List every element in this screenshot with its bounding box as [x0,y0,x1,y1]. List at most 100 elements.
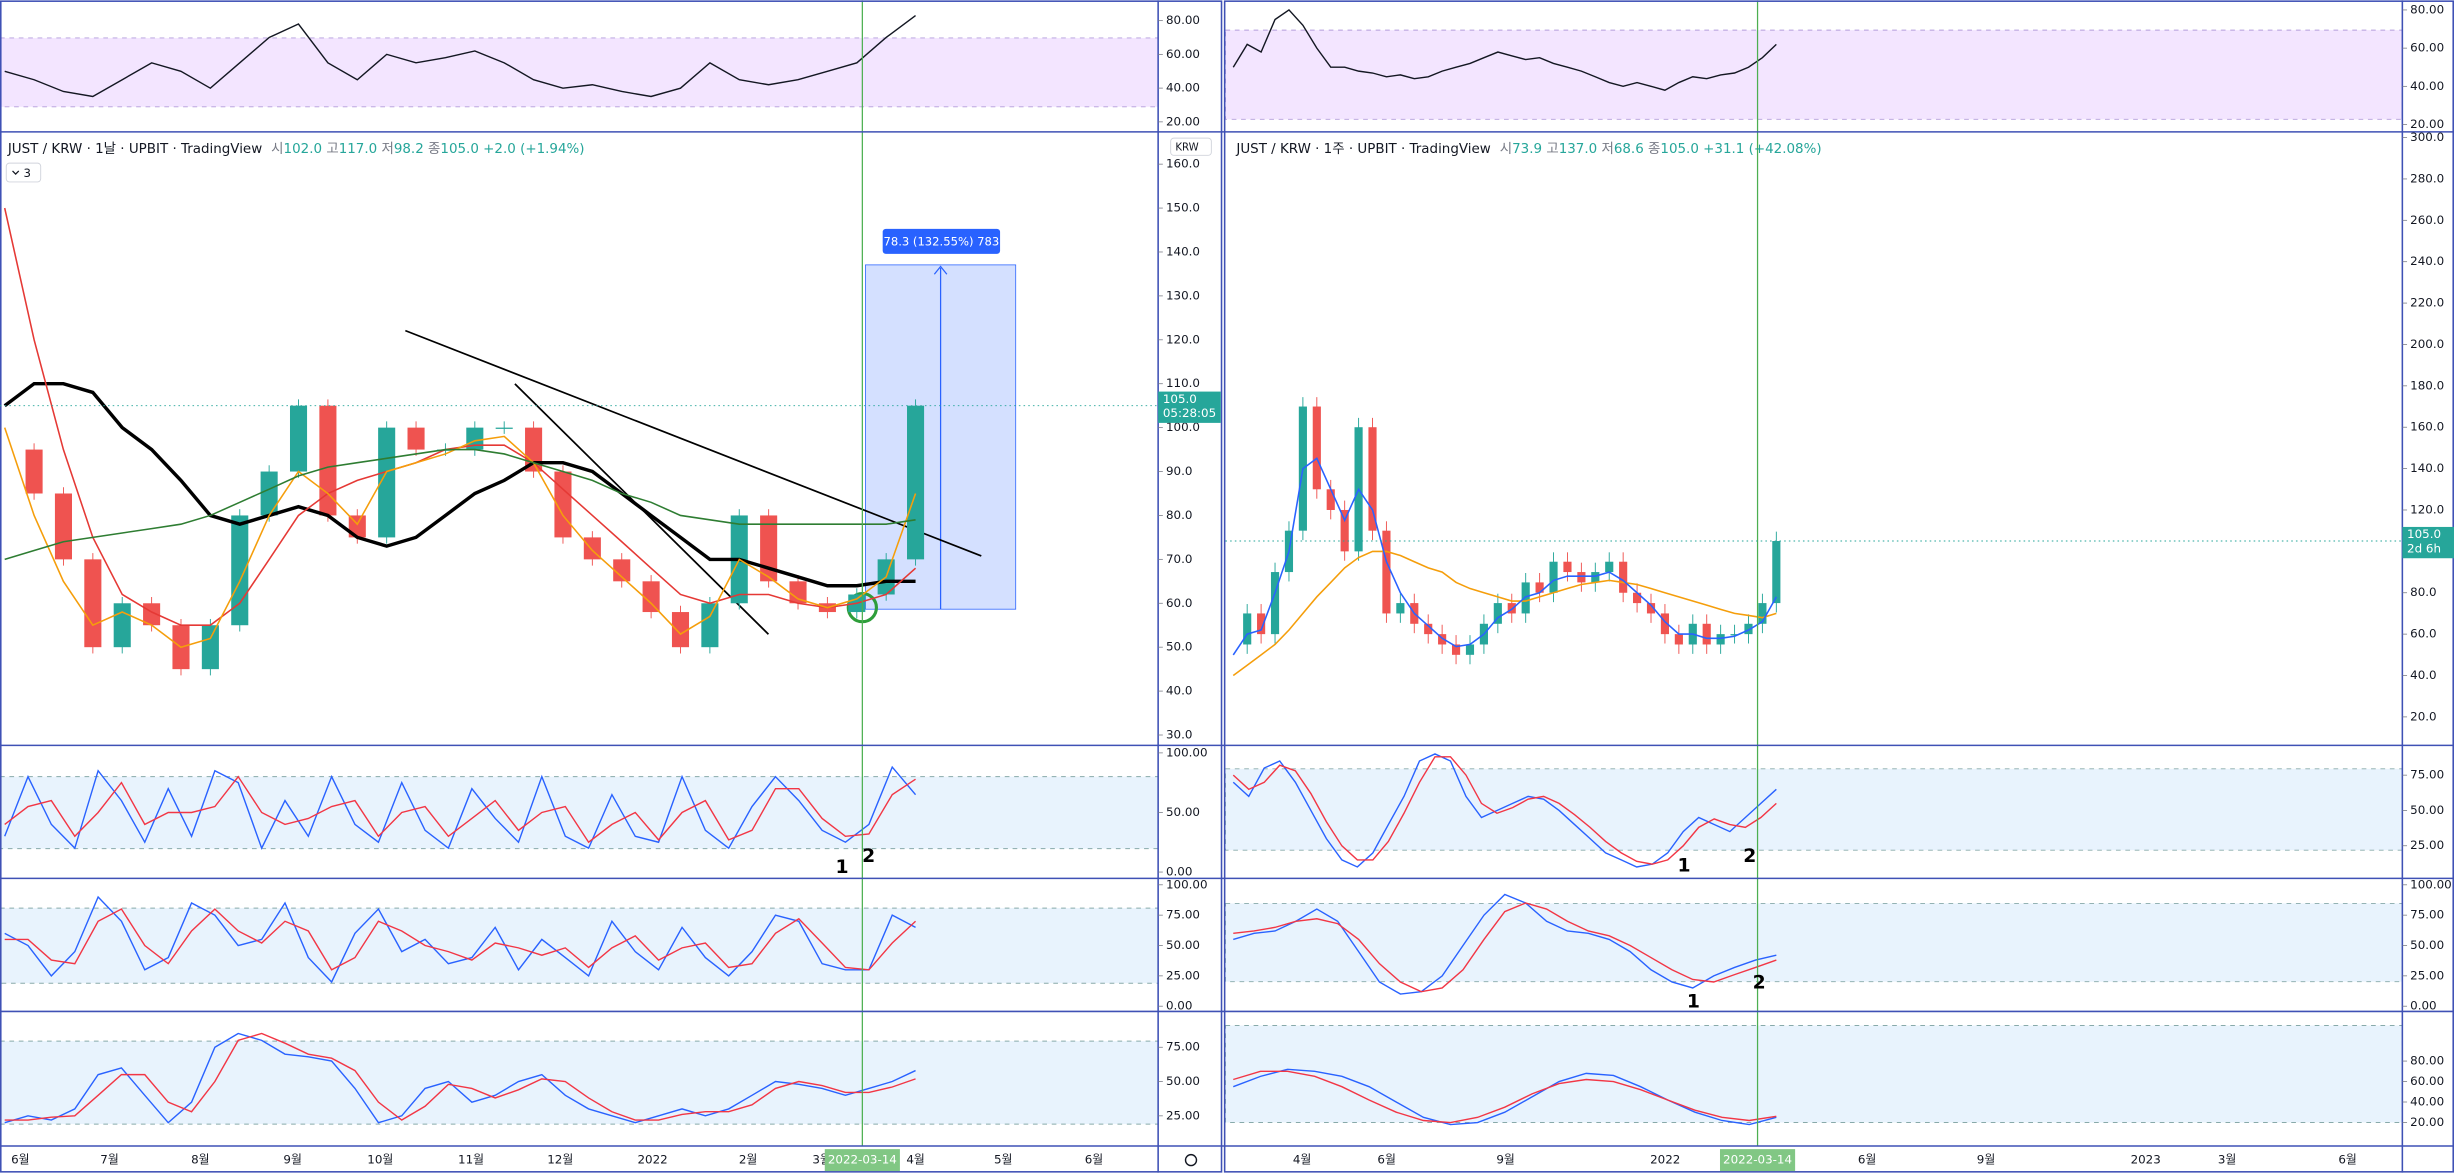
y-tick-label: 40.00 [2410,79,2444,93]
y-tick-label: 25.00 [2410,968,2444,982]
y-tick-label: 50.00 [2410,938,2444,952]
y-tick-label: 40.0 [2410,668,2436,682]
indicator-line [3,427,917,649]
x-tick-label: 8월 [191,1153,209,1167]
last-price: 105.0 [1163,392,1197,406]
candle [671,612,690,648]
candle [907,405,925,560]
annotation: 2 [1753,973,1766,994]
y-tick-label: 25.00 [1166,1108,1200,1122]
last-price-box [2402,526,2454,559]
candle [1633,592,1642,604]
y-tick-label: 60.0 [1166,596,1192,610]
candle [1674,634,1683,645]
x-tick-label: 6월 [2338,1153,2356,1167]
indicators-count[interactable]: 3 [23,166,30,180]
trendline [405,329,982,557]
y-tick-label: 70.0 [1166,552,1192,566]
ohlc-value: 68.6 [1614,142,1644,157]
ohlc-value: 105.0 [440,142,478,157]
x-tick-label: 4월 [1293,1153,1311,1167]
ohlc-key: 종 [1648,142,1660,157]
indicator-line [1233,893,1777,995]
y-tick-label: 30.0 [1166,728,1192,742]
y-tick-label: 160.0 [2410,420,2444,434]
candle [84,559,102,648]
y-tick-label: 140.0 [2410,461,2444,475]
y-tick-label: 75.00 [1166,908,1200,922]
indicator-line [3,381,916,588]
y-tick-label: 120.0 [2410,502,2444,516]
y-tick-label: 240.0 [2410,254,2444,268]
y-tick-label: 60.00 [1166,47,1200,61]
y-tick-label: 260.0 [2410,213,2444,227]
indicator-line [1232,753,1777,868]
y-tick-label: 220.0 [2410,296,2444,310]
candle [25,449,43,494]
candle [1312,406,1321,490]
candle [1521,582,1530,614]
x-tick-label: 10월 [367,1153,393,1167]
y-tick-label: 20.0 [2410,709,2436,723]
y-tick-label: 80.00 [2410,2,2444,16]
measure-arrow-head [933,265,948,275]
indicator-line [4,1032,916,1124]
candle [1243,613,1252,645]
annotation: 2 [862,846,875,867]
candle [1605,561,1614,573]
y-tick-label: 20.00 [1166,114,1200,128]
measure-label-bg [882,228,1001,254]
candle [760,515,778,582]
candle [378,427,396,538]
plots [3,9,1781,1126]
annotation: 2 [1743,846,1756,867]
y-tick-label: 40.0 [1166,684,1192,698]
indicator-line [4,775,916,844]
x-tick-label: 3월 [2218,1153,2236,1167]
x-tick-label: 9월 [1496,1153,1514,1167]
candle [1730,634,1739,636]
y-tick-label: 75.00 [2410,908,2444,922]
y-tick-label: 80.0 [2410,585,2436,599]
y-tick-label: 80.00 [2410,1054,2444,1068]
indicator-line [4,448,916,561]
currency-button[interactable] [1170,137,1212,156]
measure-label: 78.3 (132.55%) 783 [883,235,999,249]
candle [495,427,513,429]
y-tick-label: 20.00 [2410,1115,2444,1129]
x-tick-label: 2월 [739,1153,757,1167]
y-tick-label: 100.00 [1166,745,1208,759]
date-marker-bg [824,1149,900,1172]
candle [1660,613,1670,635]
candle [1382,530,1391,614]
y-tick-label: 60.0 [2410,627,2436,641]
candle [407,427,425,450]
y-tick-label: 50.00 [1166,938,1200,952]
candle [1563,561,1572,573]
candle [1646,603,1656,614]
y-tick-label: 300.0 [2410,130,2444,144]
last-price-box [1158,391,1221,423]
y-tick-label: 150.0 [1166,201,1200,215]
y-tick-label: 80.0 [1166,508,1192,522]
date-marker: 2022-03-14 [828,1153,897,1167]
stoch-band [1224,1025,2403,1123]
ohlc-value: 137.0 [1559,142,1597,157]
chevron-icon [12,170,20,175]
settings-icon[interactable] [1184,1153,1198,1167]
countdown: 2d 6h [2407,541,2441,555]
candle [613,559,631,582]
indicators-toggle[interactable] [5,162,42,183]
candle [1424,623,1433,635]
currency-label[interactable]: KRW [1175,143,1198,154]
change: +31.1 (+42.08%) [1703,142,1821,157]
annotation: 1 [1677,855,1690,876]
countdown: 05:28:05 [1163,406,1216,420]
y-tick-label: 75.00 [1166,1040,1200,1054]
x-tick-label: 5월 [994,1153,1012,1167]
x-tick-label: 6월 [1085,1153,1103,1167]
ohlc-value: 102.0 [284,142,322,157]
candle [1326,489,1335,510]
y-tick-label: 180.0 [2410,378,2444,392]
y-tick-label: 0.00 [1166,865,1192,879]
